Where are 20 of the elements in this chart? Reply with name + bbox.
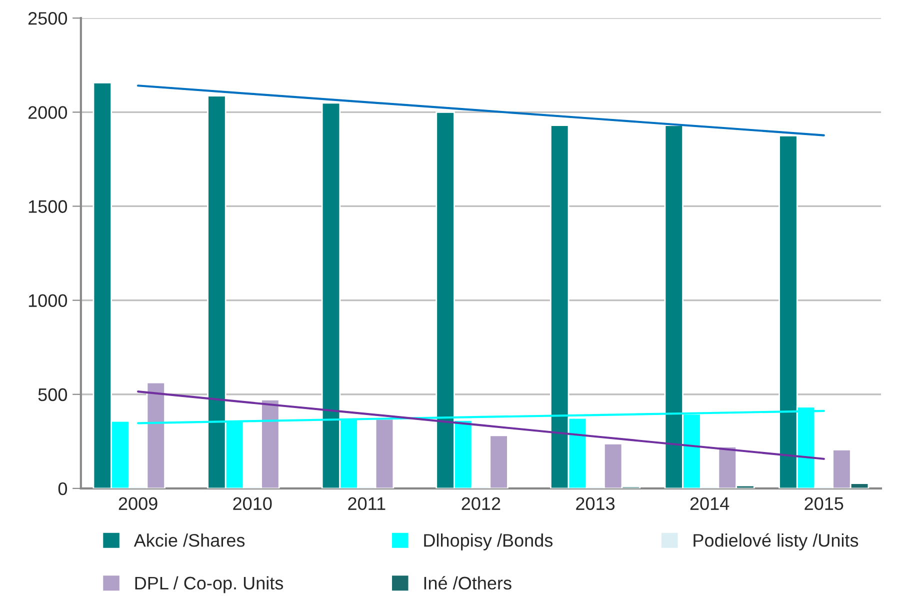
x-tick-label: 2010 xyxy=(233,497,272,510)
x-tick-label: 2013 xyxy=(576,497,615,510)
x-tick-label: 2012 xyxy=(462,497,500,510)
x-tick-label: 2011 xyxy=(348,497,386,510)
legend-label: Iné /Others xyxy=(424,576,512,590)
line-series xyxy=(137,84,825,136)
y-tick-label: 2500 xyxy=(28,12,68,25)
x-tick-label: 2015 xyxy=(804,497,844,510)
line-series xyxy=(137,390,825,460)
y-tick-label: 0 xyxy=(58,482,68,496)
y-tick-label: 500 xyxy=(38,388,68,402)
legend-label: Akcie /Shares xyxy=(134,534,245,547)
y-tick-label: 1000 xyxy=(28,294,68,308)
y-tick-label: 1500 xyxy=(28,200,68,213)
x-tick-label: 2009 xyxy=(118,497,158,510)
y-tick-label: 2000 xyxy=(28,106,68,119)
legend-label: Podielové listy /Units xyxy=(694,533,858,550)
legend-label: Dlhopisy /Bonds xyxy=(424,534,553,550)
legend-label: DPL / Co-op. Units xyxy=(135,576,284,594)
x-tick-label: 2014 xyxy=(690,497,730,510)
